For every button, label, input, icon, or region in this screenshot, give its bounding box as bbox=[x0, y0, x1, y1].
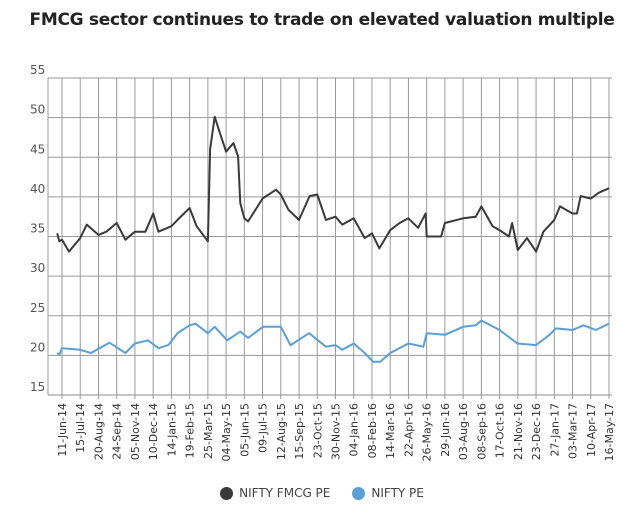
x-tick-label: 04-May-15 bbox=[220, 403, 233, 461]
x-tick-label: 15-Sep-15 bbox=[293, 403, 306, 460]
y-tick-label: 25 bbox=[30, 301, 45, 315]
x-tick-label: 03-Mar-17 bbox=[567, 403, 580, 459]
grid bbox=[47, 77, 612, 399]
x-tick-label: 21-Nov-16 bbox=[512, 403, 525, 460]
x-axis: 11-Jun-14 15-Jul-14 20-Aug-14 24-Sep-14 05-N… bbox=[56, 403, 616, 461]
x-tick-label: 20-Aug-14 bbox=[92, 403, 105, 460]
legend-label: NIFTY PE bbox=[371, 486, 424, 500]
x-tick-label: 08-Sep-16 bbox=[475, 403, 488, 460]
legend-marker-icon bbox=[220, 486, 234, 500]
y-tick-label: 15 bbox=[30, 380, 45, 394]
x-tick-label: 05-Nov-14 bbox=[129, 403, 142, 460]
x-tick-label: 19-Feb-15 bbox=[184, 403, 197, 458]
x-tick-label: 10-Dec-14 bbox=[147, 403, 160, 460]
x-tick-label: 10-Apr-17 bbox=[585, 403, 598, 457]
y-tick-label: 50 bbox=[30, 103, 45, 117]
chart-title: FMCG sector continues to trade on elevat… bbox=[29, 10, 615, 30]
legend-label: NIFTY FMCG PE bbox=[239, 486, 331, 500]
x-tick-label: 04-Jan-16 bbox=[348, 403, 361, 457]
series-line-nifty-fmcg-pe bbox=[56, 115, 610, 253]
x-tick-label: 11-Jun-14 bbox=[56, 403, 69, 457]
series-line-nifty-pe bbox=[56, 319, 610, 363]
x-tick-label: 29-Jun-16 bbox=[439, 403, 452, 457]
x-tick-label: 27-Jan-17 bbox=[548, 403, 561, 457]
y-tick-label: 40 bbox=[30, 182, 45, 196]
y-tick-label: 45 bbox=[30, 142, 45, 156]
legend-item-nifty-pe[interactable]: NIFTY PE bbox=[352, 486, 424, 500]
x-tick-label: 14-Jan-15 bbox=[165, 403, 178, 457]
legend-item-nifty-fmcg-pe[interactable]: NIFTY FMCG PE bbox=[220, 486, 330, 500]
series-lines bbox=[56, 115, 610, 363]
x-tick-label: 23-Oct-15 bbox=[311, 403, 324, 458]
x-tick-label: 26-May-16 bbox=[421, 403, 434, 461]
x-tick-label: 03-Aug-16 bbox=[457, 403, 470, 460]
legend-marker-icon bbox=[352, 486, 366, 500]
x-tick-label: 08-Feb-16 bbox=[366, 403, 379, 458]
x-tick-label: 14-Mar-16 bbox=[384, 403, 397, 459]
x-tick-label: 17-Oct-16 bbox=[494, 403, 507, 458]
x-tick-label: 12-Aug-15 bbox=[275, 403, 288, 460]
x-tick-label: 16-May-17 bbox=[603, 403, 616, 461]
x-tick-label: 25-Mar-15 bbox=[202, 403, 215, 459]
y-tick-label: 35 bbox=[30, 222, 45, 236]
x-tick-label: 30-Nov-15 bbox=[330, 403, 343, 460]
x-tick-label: 24-Sep-14 bbox=[111, 403, 124, 460]
x-tick-label: 22-Apr-16 bbox=[402, 403, 415, 457]
x-tick-label: 23-Dec-16 bbox=[530, 403, 543, 460]
y-tick-label: 20 bbox=[30, 340, 45, 354]
y-axis: 15 20 25 30 35 40 45 50 55 bbox=[30, 63, 45, 394]
legend: NIFTY FMCG PE NIFTY PE bbox=[0, 486, 644, 500]
x-tick-label: 09-Jul-15 bbox=[257, 403, 270, 453]
x-tick-label: 15-Jul-14 bbox=[74, 403, 87, 453]
y-tick-label: 30 bbox=[30, 261, 45, 275]
line-chart: 15 20 25 30 35 40 45 50 55 11-Jun-14 15-Jul-14 20-… bbox=[30, 63, 616, 461]
y-tick-label: 55 bbox=[30, 63, 45, 77]
x-tick-label: 05-Jun-15 bbox=[238, 403, 251, 457]
